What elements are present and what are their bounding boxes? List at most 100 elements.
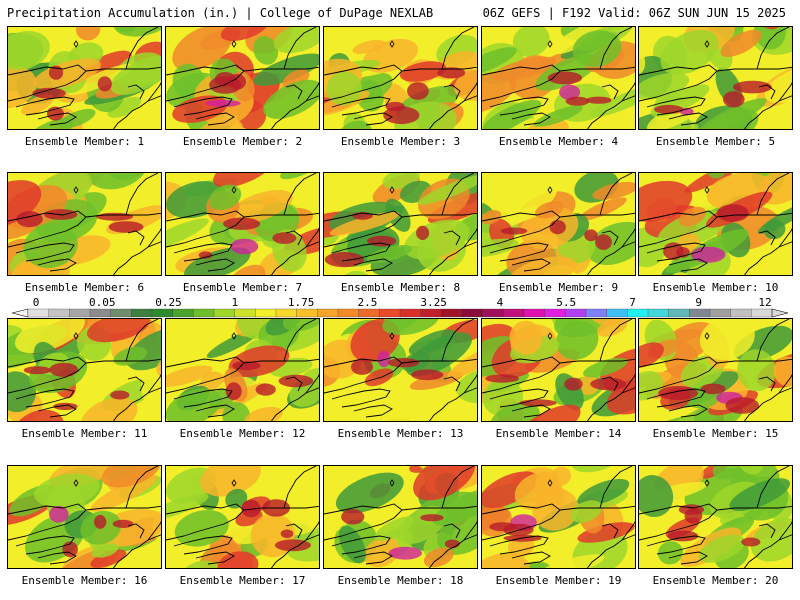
ensemble-member-map xyxy=(638,26,793,130)
station-marker xyxy=(389,186,395,194)
state-border-line xyxy=(463,227,477,248)
state-border-line xyxy=(15,388,75,408)
state-border-line xyxy=(743,95,792,129)
ensemble-member-map xyxy=(7,172,162,276)
colorbar-tick-label: 1.75 xyxy=(288,296,315,309)
state-border-line xyxy=(621,520,635,541)
state-border-line xyxy=(639,210,718,248)
state-border-line xyxy=(482,210,561,248)
ensemble-member-map xyxy=(7,465,162,569)
ensemble-member-label: Ensemble Member: 3 xyxy=(340,135,461,148)
ensemble-member-label: Ensemble Member: 8 xyxy=(340,281,461,294)
state-border-line xyxy=(147,520,161,541)
state-border-line xyxy=(756,466,790,509)
state-border-line xyxy=(743,387,792,421)
colorbar-swatch xyxy=(337,308,360,318)
state-border-line xyxy=(285,230,303,246)
state-border-line xyxy=(758,230,776,246)
precip-field xyxy=(639,466,792,568)
state-border-line xyxy=(668,258,708,272)
colorbar-tick-label: 5.5 xyxy=(556,296,576,309)
colorbar-swatch xyxy=(668,308,690,318)
ensemble-member-label: Ensemble Member: 10 xyxy=(652,281,779,294)
colorbar-swatch xyxy=(482,308,504,318)
state-border-line xyxy=(270,387,319,421)
colorbar-swatch xyxy=(296,308,318,318)
state-border-line xyxy=(324,64,403,102)
state-border-line xyxy=(270,95,319,129)
state-border-line xyxy=(778,520,792,541)
ensemble-member-map xyxy=(323,465,478,569)
colorbar-swatch xyxy=(503,308,525,318)
ensemble-member-label: Ensemble Member: 15 xyxy=(652,427,779,440)
state-border-line xyxy=(428,387,477,421)
ensemble-member-label: Ensemble Member: 14 xyxy=(495,427,622,440)
precip-field xyxy=(166,466,319,568)
state-border-line xyxy=(646,388,706,408)
state-border-line xyxy=(37,112,77,126)
station-marker xyxy=(73,40,79,48)
precip-field xyxy=(639,27,792,129)
state-border-line xyxy=(743,241,792,275)
ensemble-member-map xyxy=(165,26,320,130)
state-border-line xyxy=(778,81,792,102)
colorbar-tick-label: 4 xyxy=(497,296,504,309)
state-border-line xyxy=(441,466,475,509)
state-border-line xyxy=(285,84,303,100)
state-border-line xyxy=(428,95,477,129)
state-border-line xyxy=(621,81,635,102)
station-marker xyxy=(704,332,710,340)
state-border-line xyxy=(37,404,77,418)
ensemble-member-label: Ensemble Member: 6 xyxy=(24,281,145,294)
state-border-line xyxy=(511,258,551,272)
map-title: Precipitation Accumulation (in.) | Colle… xyxy=(7,6,434,20)
ensemble-member-label: Ensemble Member: 5 xyxy=(655,135,776,148)
precip-field xyxy=(166,173,319,275)
state-border-line xyxy=(283,466,317,509)
state-border-line xyxy=(37,551,77,565)
precip-field xyxy=(482,173,635,275)
state-border-line xyxy=(482,64,561,102)
colorbar-tick-label: 0.05 xyxy=(89,296,116,309)
state-border-line xyxy=(463,373,477,394)
precip-field xyxy=(324,319,477,421)
colorbar-swatch xyxy=(48,308,70,318)
state-border-line xyxy=(441,319,475,362)
state-border-line xyxy=(112,95,161,129)
station-marker xyxy=(231,479,237,487)
station-marker xyxy=(389,40,395,48)
colorbar-swatch xyxy=(689,308,711,318)
ensemble-member-map xyxy=(481,318,636,422)
state-border-line xyxy=(195,112,235,126)
colorbar-swatch xyxy=(317,308,339,318)
state-border-line xyxy=(305,81,319,102)
precip-field xyxy=(324,27,477,129)
state-border-line xyxy=(353,404,393,418)
colorbar-swatch xyxy=(89,308,112,318)
ensemble-member-map xyxy=(165,465,320,569)
state-border-line xyxy=(601,376,619,392)
ensemble-member-map xyxy=(638,172,793,276)
state-border-line xyxy=(443,230,461,246)
colorbar-swatch xyxy=(27,308,50,318)
ensemble-member-label: Ensemble Member: 2 xyxy=(182,135,303,148)
state-border-line xyxy=(283,319,317,362)
state-border-line xyxy=(127,523,145,539)
colorbar-tick-label: 1 xyxy=(231,296,238,309)
precip-field xyxy=(166,319,319,421)
state-border-line xyxy=(443,84,461,100)
precip-field xyxy=(166,27,319,129)
colorbar-swatch xyxy=(585,308,608,318)
ensemble-member-label: Ensemble Member: 11 xyxy=(21,427,148,440)
state-border-line xyxy=(125,319,159,362)
colorbar-swatch xyxy=(606,308,628,318)
state-border-line xyxy=(331,242,391,262)
state-border-line xyxy=(489,388,549,408)
ensemble-member-label: Ensemble Member: 17 xyxy=(179,574,306,587)
colorbar-swatch xyxy=(420,308,442,318)
station-marker xyxy=(704,186,710,194)
state-border-line xyxy=(112,241,161,275)
state-border-line xyxy=(599,466,633,509)
state-border-line xyxy=(166,503,245,541)
state-border-line xyxy=(15,96,75,116)
